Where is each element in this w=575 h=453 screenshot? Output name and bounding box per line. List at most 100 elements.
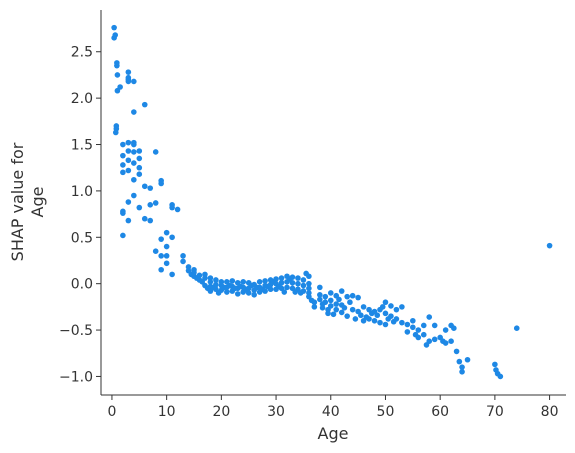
data-point bbox=[344, 313, 350, 319]
data-point bbox=[120, 152, 126, 159]
data-point bbox=[393, 316, 400, 322]
data-point bbox=[136, 171, 143, 178]
y-tick-label: −0.5 bbox=[59, 323, 93, 339]
y-axis-title-line-1: SHAP value for bbox=[8, 142, 27, 261]
data-point bbox=[180, 253, 186, 259]
data-point bbox=[131, 109, 137, 115]
data-point bbox=[251, 292, 257, 298]
data-point bbox=[262, 288, 268, 294]
data-point bbox=[163, 243, 170, 250]
x-tick-label: 20 bbox=[212, 404, 230, 420]
x-tick-label: 10 bbox=[158, 404, 176, 420]
data-point bbox=[442, 327, 449, 333]
data-point bbox=[382, 321, 389, 328]
data-point bbox=[267, 286, 274, 293]
y-tick-label: 0.5 bbox=[71, 230, 93, 246]
data-point bbox=[147, 217, 154, 224]
data-point bbox=[456, 358, 463, 365]
data-point bbox=[459, 369, 465, 375]
data-point bbox=[120, 162, 126, 168]
data-point bbox=[442, 340, 449, 346]
data-point bbox=[404, 329, 411, 335]
data-point bbox=[229, 278, 236, 284]
y-axis-title: SHAP value for Age bbox=[8, 142, 47, 261]
x-tick-label: 30 bbox=[267, 404, 285, 420]
data-point bbox=[278, 279, 285, 286]
data-point bbox=[174, 206, 181, 213]
data-point bbox=[234, 291, 241, 297]
data-point bbox=[163, 229, 170, 236]
data-point bbox=[131, 160, 137, 166]
data-point bbox=[131, 192, 137, 199]
data-point bbox=[125, 139, 132, 146]
data-point bbox=[415, 334, 422, 341]
y-axis-title-line-2: Age bbox=[28, 187, 47, 218]
data-point bbox=[202, 275, 208, 281]
data-point bbox=[379, 304, 386, 310]
y-tick-label: 1.0 bbox=[71, 184, 93, 200]
data-point bbox=[420, 322, 427, 329]
data-point bbox=[131, 141, 137, 148]
data-point bbox=[131, 176, 137, 183]
data-point bbox=[366, 316, 372, 322]
data-point bbox=[120, 232, 126, 239]
data-point bbox=[431, 336, 438, 343]
data-point bbox=[327, 290, 334, 296]
data-point bbox=[125, 69, 132, 75]
data-point bbox=[136, 204, 143, 211]
data-point bbox=[141, 215, 148, 222]
data-point bbox=[426, 338, 433, 344]
data-point bbox=[393, 306, 400, 313]
data-point bbox=[284, 284, 290, 291]
data-point bbox=[341, 304, 348, 311]
data-point bbox=[317, 296, 323, 303]
data-point bbox=[322, 299, 329, 306]
data-point bbox=[317, 292, 323, 298]
data-point bbox=[125, 199, 132, 205]
data-point bbox=[169, 271, 175, 278]
data-point bbox=[325, 310, 331, 317]
data-point bbox=[262, 278, 268, 284]
data-point bbox=[278, 275, 285, 281]
data-point bbox=[399, 304, 405, 310]
data-point bbox=[120, 210, 126, 216]
data-point bbox=[281, 289, 288, 295]
data-point bbox=[497, 373, 504, 380]
data-point bbox=[388, 313, 394, 319]
data-point bbox=[207, 279, 214, 285]
data-point bbox=[382, 310, 389, 317]
x-tick-label: 50 bbox=[377, 404, 395, 420]
data-point bbox=[355, 294, 361, 301]
data-point bbox=[295, 275, 301, 281]
data-point bbox=[213, 281, 219, 288]
data-point bbox=[360, 304, 367, 310]
data-point bbox=[344, 293, 350, 300]
y-tick-label: 0.0 bbox=[71, 277, 93, 293]
data-point bbox=[158, 236, 164, 242]
data-point bbox=[388, 303, 394, 309]
data-point bbox=[306, 273, 312, 280]
data-point bbox=[111, 24, 117, 31]
data-point bbox=[420, 331, 427, 338]
data-point bbox=[125, 167, 132, 174]
data-point bbox=[120, 169, 126, 176]
data-point bbox=[289, 279, 296, 286]
data-point bbox=[451, 325, 457, 332]
data-point bbox=[464, 356, 471, 363]
data-point bbox=[131, 149, 137, 155]
data-point bbox=[136, 148, 143, 154]
data-point bbox=[273, 276, 279, 282]
axes: 0 10 20 30 40 50 60 70 80 −1.0 −0.5 0.0 0.5 1.0 1.5 2.0… bbox=[59, 10, 566, 420]
y-tick-label: 2.5 bbox=[71, 45, 93, 61]
data-point bbox=[224, 289, 230, 295]
data-point bbox=[158, 266, 164, 273]
data-point bbox=[382, 299, 389, 306]
x-tick-label: 80 bbox=[541, 404, 559, 420]
data-point bbox=[349, 292, 356, 299]
data-point bbox=[213, 277, 219, 283]
data-point bbox=[358, 312, 364, 319]
data-point bbox=[311, 304, 318, 310]
data-point bbox=[125, 217, 132, 224]
data-point bbox=[377, 319, 383, 326]
